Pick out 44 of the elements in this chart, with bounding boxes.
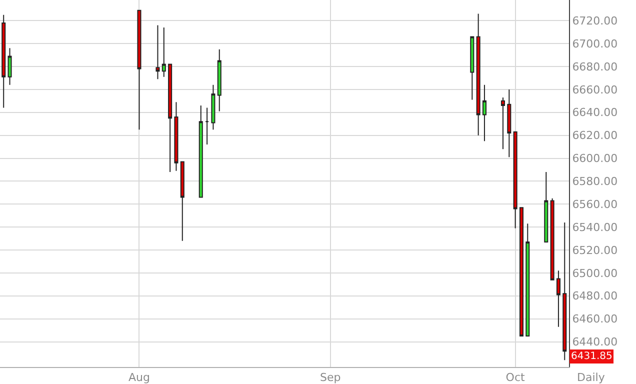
text: 6431.85 bbox=[571, 351, 612, 362]
y-tick-label: 6720.00 bbox=[572, 14, 618, 28]
candlestick bbox=[198, 105, 203, 198]
y-tick-label: 6460.00 bbox=[572, 312, 618, 326]
candlestick bbox=[162, 27, 166, 78]
x-tick-label: Sep bbox=[320, 371, 341, 384]
candlestick bbox=[137, 10, 142, 130]
candlestick bbox=[513, 131, 518, 229]
candlestick bbox=[168, 64, 172, 173]
y-tick-label: 6700.00 bbox=[572, 37, 618, 50]
candlestick bbox=[556, 270, 560, 328]
y-tick-label: 6440.00 bbox=[572, 336, 618, 349]
y-tick-label: 6580.00 bbox=[572, 175, 618, 188]
candlestick bbox=[205, 107, 210, 146]
candlestick bbox=[544, 172, 548, 242]
candlestick bbox=[476, 13, 480, 136]
candlestick bbox=[174, 102, 178, 172]
y-tick-label: 6640.00 bbox=[572, 106, 618, 120]
candlestick bbox=[180, 161, 184, 242]
text: Daily bbox=[577, 371, 606, 384]
x-tick-label: Oct bbox=[506, 371, 526, 384]
candlestick bbox=[550, 198, 554, 280]
y-tick-label: 6560.00 bbox=[572, 198, 618, 211]
y-tick-label: 6680.00 bbox=[572, 60, 618, 74]
y-tick-label: 6520.00 bbox=[572, 244, 618, 257]
candlestick bbox=[562, 222, 567, 361]
candlestick bbox=[526, 223, 530, 337]
y-tick-label: 6540.00 bbox=[572, 220, 618, 234]
y-tick-label: 6660.00 bbox=[572, 83, 618, 96]
candlestick bbox=[8, 48, 12, 86]
candlestick bbox=[507, 88, 512, 158]
y-tick-label: 6620.00 bbox=[572, 129, 618, 142]
y-tick-label: 6480.00 bbox=[572, 290, 618, 303]
candlestick bbox=[217, 48, 222, 112]
y-tick-label: 6600.00 bbox=[572, 152, 618, 166]
candlestick bbox=[211, 84, 216, 130]
candlestick bbox=[470, 36, 474, 100]
candlestick bbox=[519, 207, 524, 337]
candlestick bbox=[482, 84, 486, 142]
candlestick bbox=[156, 24, 160, 80]
candlestick bbox=[2, 14, 6, 108]
candlestick bbox=[500, 96, 505, 150]
x-tick-label: Aug bbox=[128, 371, 150, 384]
y-tick-label: 6500.00 bbox=[572, 266, 618, 280]
